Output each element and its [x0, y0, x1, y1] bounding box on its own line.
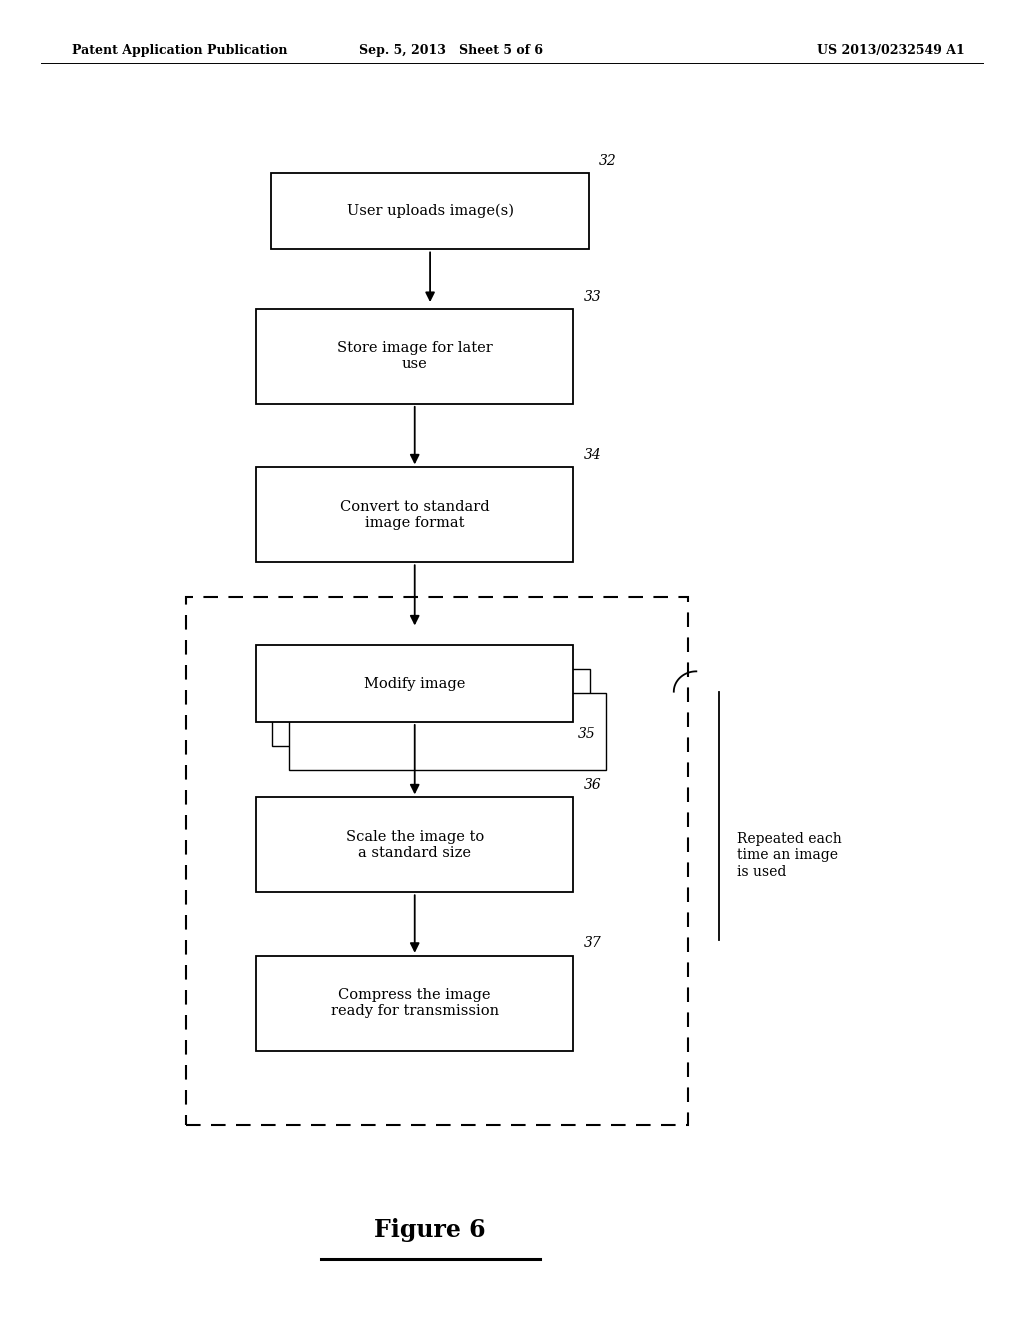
- Text: 34: 34: [584, 447, 601, 462]
- Text: Repeated each
time an image
is used: Repeated each time an image is used: [737, 832, 842, 879]
- Bar: [256, 956, 573, 1051]
- Text: User uploads image(s): User uploads image(s): [346, 205, 514, 218]
- Text: 32: 32: [599, 153, 616, 168]
- Text: 37: 37: [584, 936, 601, 950]
- Bar: [256, 467, 573, 562]
- Text: US 2013/0232549 A1: US 2013/0232549 A1: [817, 44, 965, 57]
- Text: Modify image: Modify image: [365, 677, 465, 690]
- Bar: [256, 645, 573, 722]
- Text: 36: 36: [584, 777, 601, 792]
- Text: 35: 35: [578, 727, 595, 742]
- Bar: [289, 693, 606, 770]
- Text: Figure 6: Figure 6: [374, 1218, 486, 1242]
- Bar: [272, 669, 590, 746]
- Text: 33: 33: [584, 289, 601, 304]
- Bar: [256, 309, 573, 404]
- Text: Store image for later
use: Store image for later use: [337, 342, 493, 371]
- Bar: [271, 173, 589, 249]
- Text: Compress the image
ready for transmission: Compress the image ready for transmissio…: [331, 989, 499, 1018]
- Bar: [256, 797, 573, 892]
- Text: Scale the image to
a standard size: Scale the image to a standard size: [345, 830, 484, 859]
- Text: Convert to standard
image format: Convert to standard image format: [340, 500, 489, 529]
- Text: Patent Application Publication: Patent Application Publication: [72, 44, 287, 57]
- Text: Sep. 5, 2013   Sheet 5 of 6: Sep. 5, 2013 Sheet 5 of 6: [358, 44, 543, 57]
- Bar: [186, 597, 688, 1125]
